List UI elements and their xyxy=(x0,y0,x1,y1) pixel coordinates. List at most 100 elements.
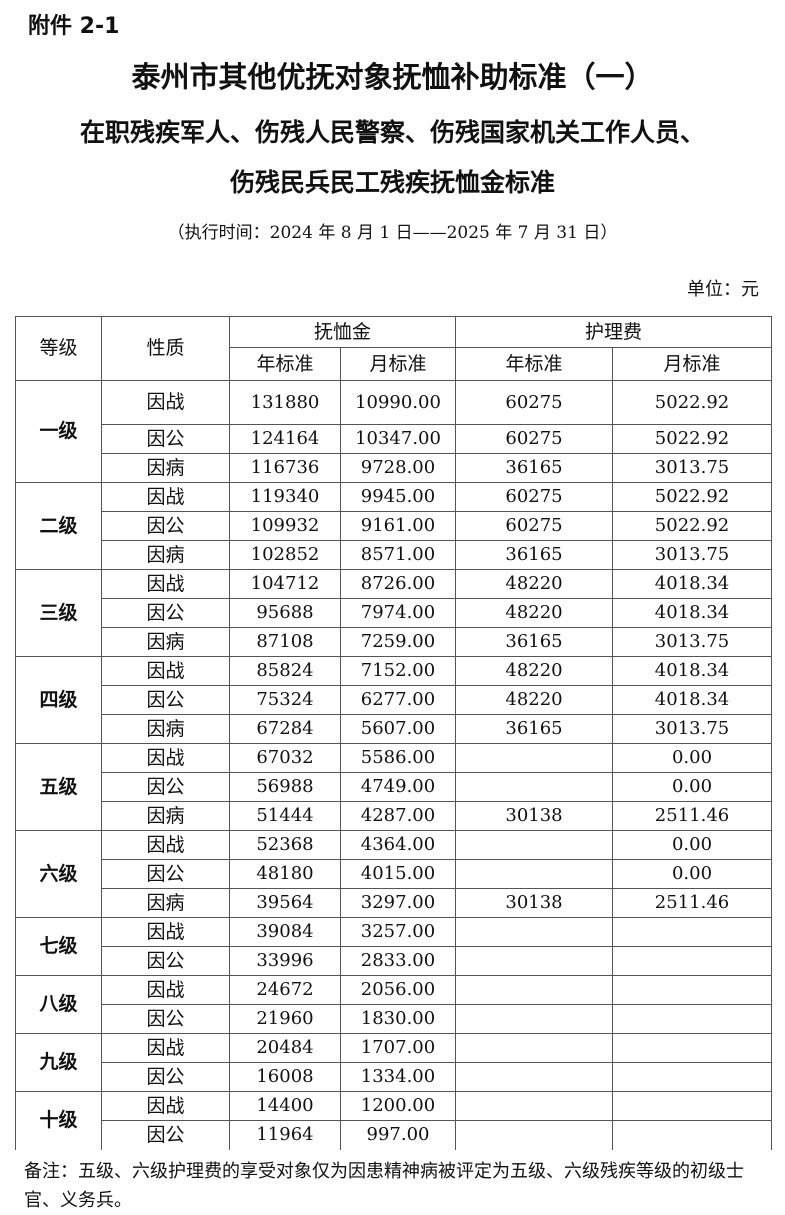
care-annual-cell: 60275 xyxy=(455,482,614,512)
nature-cell: 因公 xyxy=(101,511,230,541)
nature-cell: 因战 xyxy=(101,1091,230,1121)
pension-annual-cell: 21960 xyxy=(229,1004,341,1034)
care-monthly-cell xyxy=(612,1120,773,1150)
care-monthly-cell xyxy=(612,917,773,947)
care-annual-cell: 60275 xyxy=(455,424,614,454)
care-monthly-cell xyxy=(612,1062,773,1092)
care-annual-cell: 48220 xyxy=(455,656,614,686)
pension-monthly-cell: 10990.00 xyxy=(339,380,457,425)
pension-standard-table: 等级 性质 抚恤金 护理费 年标准 月标准 年标准 月标准 一级 因战 131880… xyxy=(15,316,773,1150)
care-monthly-cell xyxy=(612,1091,773,1121)
care-annual-cell xyxy=(455,830,614,860)
care-annual-cell xyxy=(455,743,614,773)
pension-annual-cell: 124164 xyxy=(229,424,341,454)
nature-cell: 因战 xyxy=(101,917,230,947)
care-annual-cell xyxy=(455,859,614,889)
pension-monthly-cell: 8571.00 xyxy=(339,540,457,570)
pension-monthly-cell: 4287.00 xyxy=(339,801,457,831)
grade-cell: 四级 xyxy=(15,656,102,744)
pension-annual-cell: 116736 xyxy=(229,453,341,483)
table-row: 因病 67284 5607.00 36165 3013.75 xyxy=(16,714,773,744)
care-annual-cell xyxy=(455,975,614,1005)
header-pension: 抚恤金 xyxy=(228,316,457,348)
grade-cell: 二级 xyxy=(15,482,102,570)
subtitle-line-2: 伤残民兵民工残疾抚恤金标准 xyxy=(229,168,555,197)
care-monthly-cell: 3013.75 xyxy=(612,540,773,570)
care-annual-cell: 36165 xyxy=(455,714,614,744)
table-body: 一级 因战 131880 10990.00 60275 5022.92 因公 124164 10… xyxy=(15,380,773,1150)
table-row: 因公 124164 10347.00 60275 5022.92 xyxy=(16,424,773,454)
pension-annual-cell: 95688 xyxy=(229,598,341,628)
care-monthly-cell: 5022.92 xyxy=(612,380,773,425)
pension-annual-cell: 75324 xyxy=(229,685,341,715)
care-annual-cell: 60275 xyxy=(455,380,614,425)
pension-monthly-cell: 1334.00 xyxy=(339,1062,457,1092)
care-monthly-cell: 5022.92 xyxy=(612,511,773,541)
care-annual-cell: 48220 xyxy=(455,598,614,628)
care-monthly-cell: 4018.34 xyxy=(612,598,773,628)
pension-annual-cell: 39564 xyxy=(229,888,341,918)
care-monthly-cell xyxy=(612,975,773,1005)
care-annual-cell xyxy=(455,1004,614,1034)
pension-monthly-cell: 4015.00 xyxy=(339,859,457,889)
nature-cell: 因病 xyxy=(101,627,230,657)
pension-monthly-cell: 1707.00 xyxy=(339,1033,457,1063)
footnote: 备注：五级、六级护理费的享受对象仅为因患精神病被评定为五级、六级残疾等级的初级士… xyxy=(24,1161,744,1211)
table-row: 三级 因战 104712 8726.00 48220 4018.34 xyxy=(15,569,773,657)
pension-monthly-cell: 9728.00 xyxy=(339,453,457,483)
care-annual-cell: 36165 xyxy=(455,540,614,570)
nature-cell: 因战 xyxy=(101,830,230,860)
pension-monthly-cell: 7259.00 xyxy=(339,627,457,657)
care-monthly-cell: 0.00 xyxy=(612,772,773,802)
grade-cell: 五级 xyxy=(15,743,102,831)
pension-annual-cell: 131880 xyxy=(229,380,341,425)
nature-cell: 因公 xyxy=(101,1120,230,1150)
care-monthly-cell: 2511.46 xyxy=(612,888,773,918)
nature-cell: 因公 xyxy=(101,946,230,976)
nature-cell: 因病 xyxy=(101,888,230,918)
pension-annual-cell: 39084 xyxy=(229,917,341,947)
table-row: 二级 因战 119340 9945.00 60275 5022.92 xyxy=(15,482,773,570)
care-monthly-cell: 3013.75 xyxy=(612,453,773,483)
care-annual-cell: 30138 xyxy=(455,888,614,918)
care-monthly-cell: 5022.92 xyxy=(612,424,773,454)
care-monthly-cell: 3013.75 xyxy=(612,627,773,657)
pension-monthly-cell: 6277.00 xyxy=(339,685,457,715)
pension-monthly-cell: 9945.00 xyxy=(339,482,457,512)
nature-cell: 因战 xyxy=(101,656,230,686)
nature-cell: 因病 xyxy=(101,801,230,831)
care-annual-cell xyxy=(455,946,614,976)
grade-cell: 六级 xyxy=(15,830,102,918)
table-row: 因公 21960 1830.00 xyxy=(16,1004,773,1034)
header-pension-annual: 年标准 xyxy=(229,347,341,381)
nature-cell: 因病 xyxy=(101,540,230,570)
pension-annual-cell: 16008 xyxy=(229,1062,341,1092)
nature-cell: 因战 xyxy=(101,743,230,773)
care-monthly-cell: 0.00 xyxy=(612,830,773,860)
care-annual-cell xyxy=(455,1091,614,1121)
table-row: 一级 因战 131880 10990.00 60275 5022.92 xyxy=(15,380,773,483)
table-row: 因病 87108 7259.00 36165 3013.75 xyxy=(16,627,773,657)
table-row: 因公 109932 9161.00 60275 5022.92 xyxy=(16,511,773,541)
subtitle-line-1: 在职残疾军人、伤残人民警察、伤残国家机关工作人员、 xyxy=(79,118,705,147)
table-row: 因公 11964 997.00 xyxy=(16,1120,773,1150)
pension-monthly-cell: 7152.00 xyxy=(339,656,457,686)
care-annual-cell: 36165 xyxy=(455,627,614,657)
pension-monthly-cell: 3297.00 xyxy=(339,888,457,918)
pension-annual-cell: 102852 xyxy=(229,540,341,570)
pension-annual-cell: 51444 xyxy=(229,801,341,831)
pension-monthly-cell: 7974.00 xyxy=(339,598,457,628)
care-monthly-cell: 4018.34 xyxy=(612,569,773,599)
nature-cell: 因公 xyxy=(101,772,230,802)
header-care-annual: 年标准 xyxy=(455,347,614,381)
header-pension-monthly: 月标准 xyxy=(339,347,457,381)
grade-cell: 三级 xyxy=(15,569,102,657)
pension-annual-cell: 24672 xyxy=(229,975,341,1005)
care-monthly-cell: 4018.34 xyxy=(612,656,773,686)
pension-monthly-cell: 5607.00 xyxy=(339,714,457,744)
nature-cell: 因公 xyxy=(101,424,230,454)
grade-cell: 十级 xyxy=(15,1091,102,1150)
pension-monthly-cell: 4749.00 xyxy=(339,772,457,802)
nature-cell: 因战 xyxy=(101,380,230,425)
pension-monthly-cell: 1200.00 xyxy=(339,1091,457,1121)
